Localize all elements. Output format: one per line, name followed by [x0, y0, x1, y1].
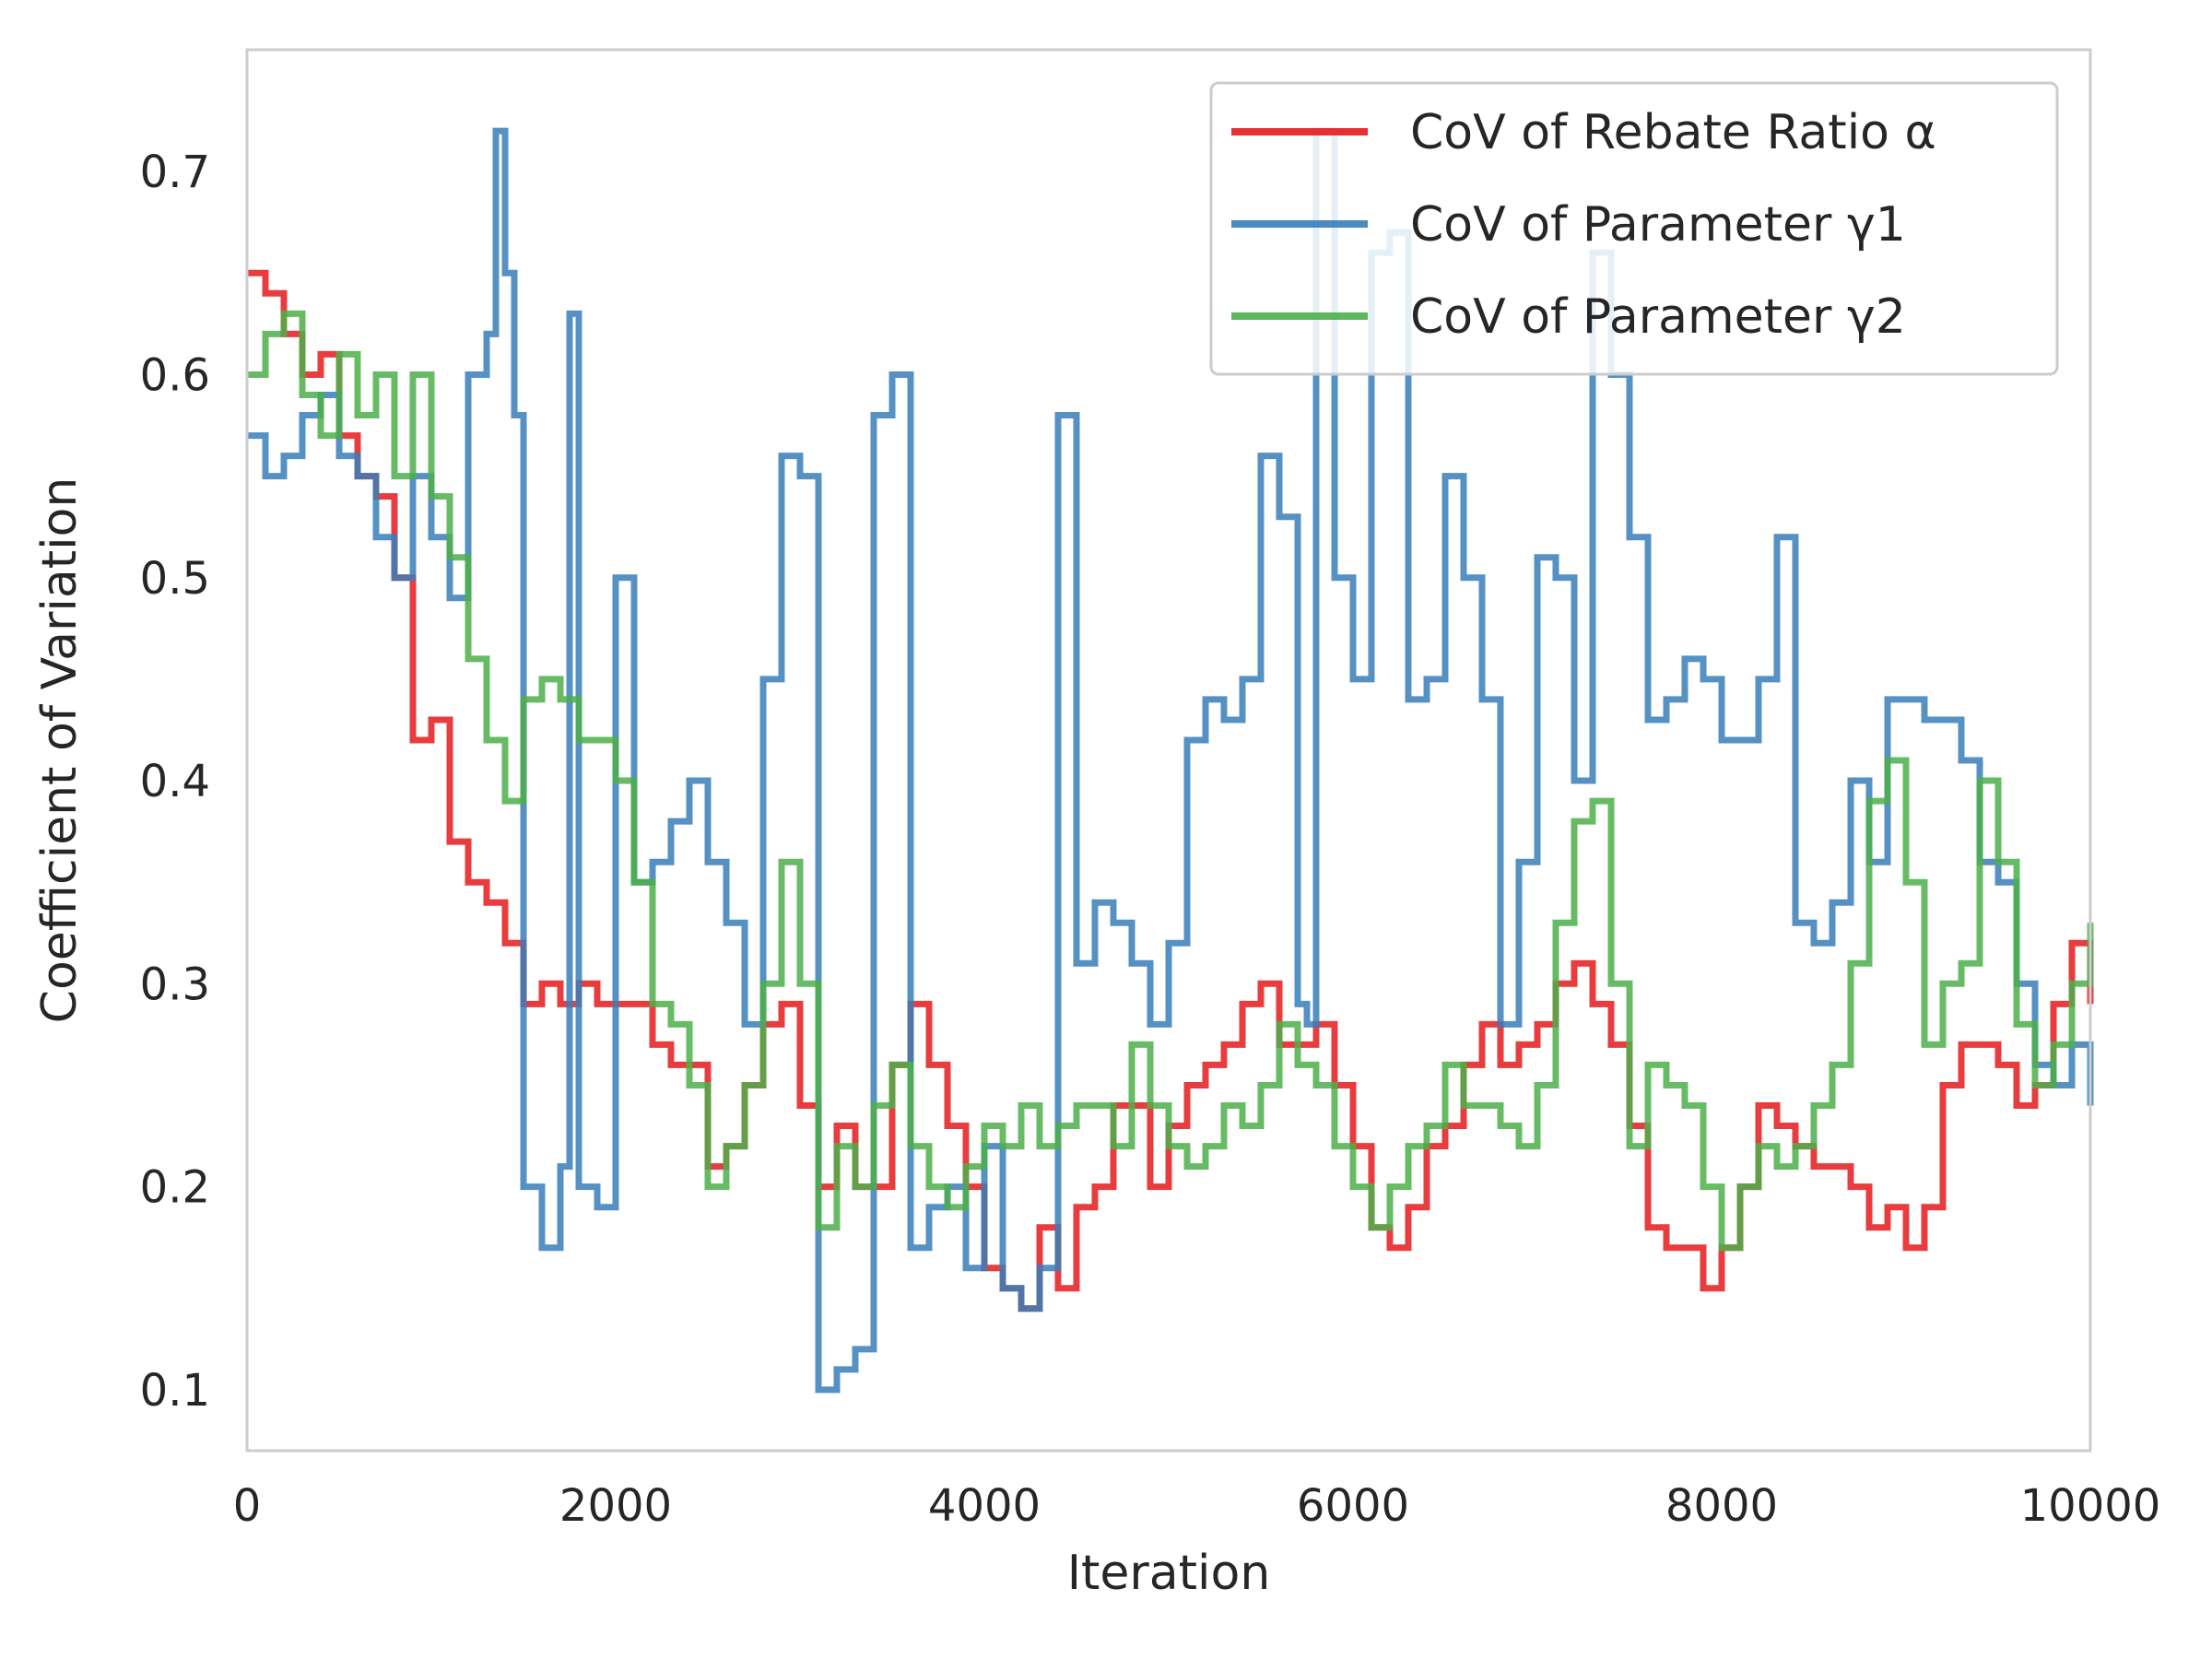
- x-tick-label: 10000: [2020, 1480, 2161, 1532]
- x-tick-label: 8000: [1665, 1480, 1778, 1532]
- legend: CoV of Rebate Ratio α CoV of Parameter γ1…: [1209, 81, 2059, 376]
- x-tick-label: 2000: [559, 1480, 672, 1532]
- y-tick-labels: 0.1 0.2 0.3 0.4 0.5 0.6 0.7: [140, 147, 210, 1417]
- y-tick-label: 0.5: [140, 553, 210, 605]
- x-tick-labels: 0 2000 4000 6000 8000 10000: [233, 1480, 2161, 1532]
- y-tick-label: 0.7: [140, 147, 210, 198]
- series-layer: [247, 127, 2094, 1394]
- y-tick-label: 0.2: [140, 1162, 210, 1214]
- legend-label-2: CoV of Parameter γ1: [1410, 197, 1906, 253]
- y-tick-label: 0.4: [140, 756, 210, 807]
- series-line-1: [247, 269, 2094, 1312]
- series-line-3: [247, 310, 2094, 1252]
- legend-box: [1209, 81, 2059, 376]
- x-axis-title: Iteration: [1067, 1546, 1271, 1601]
- y-axis-title: Coefficient of Variation: [32, 477, 88, 1024]
- legend-label-1: CoV of Rebate Ratio α: [1410, 105, 1936, 160]
- x-tick-label: 6000: [1297, 1480, 1409, 1532]
- x-tick-label: 0: [233, 1480, 262, 1532]
- x-tick-label: 4000: [928, 1480, 1041, 1532]
- y-tick-label: 0.1: [140, 1365, 210, 1417]
- y-tick-label: 0.6: [140, 349, 210, 401]
- y-tick-label: 0.3: [140, 959, 210, 1010]
- series-line-2: [247, 127, 2094, 1394]
- legend-label-3: CoV of Parameter γ2: [1410, 289, 1906, 345]
- plot-frame: [245, 48, 2092, 1453]
